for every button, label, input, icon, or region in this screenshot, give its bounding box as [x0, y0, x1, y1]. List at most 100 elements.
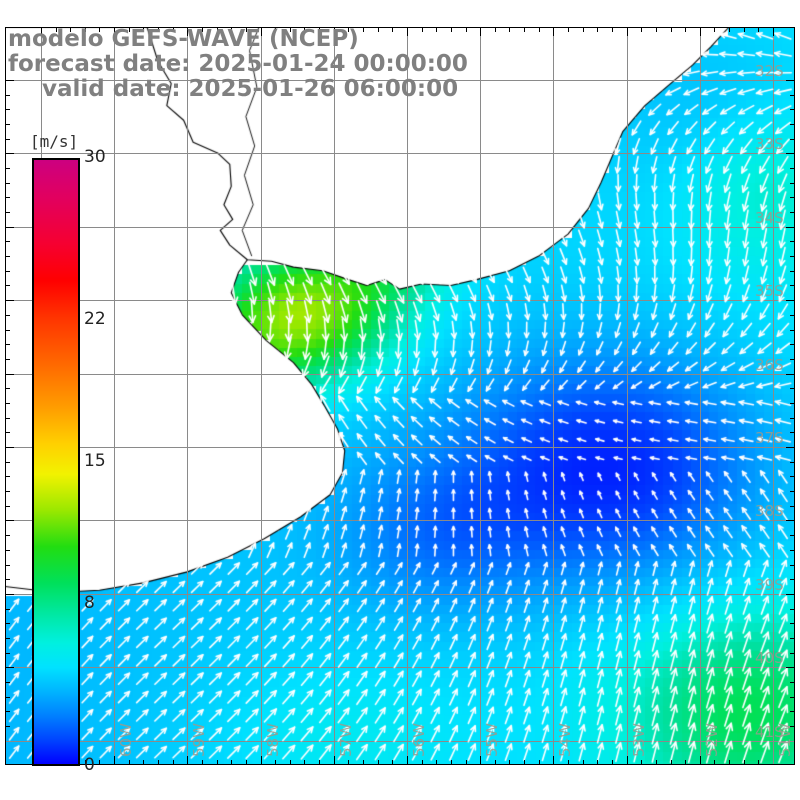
tick-mark: [790, 697, 795, 698]
lat-tick-label: 35S: [755, 282, 784, 300]
tick-mark: [202, 760, 203, 765]
tick-mark: [158, 760, 159, 765]
tick-mark: [729, 27, 730, 32]
title-line-valid-date: valid date: 2025-01-26 06:00:00: [42, 76, 459, 102]
tick-mark: [790, 550, 795, 551]
tick-mark: [790, 330, 795, 331]
tick-mark: [85, 27, 86, 32]
tick-mark: [583, 27, 584, 32]
tick-mark: [304, 760, 305, 765]
tick-mark: [129, 760, 130, 765]
tick-mark: [714, 27, 715, 32]
tick-mark: [5, 609, 10, 610]
tick-mark: [790, 403, 795, 404]
tick-mark: [5, 109, 10, 110]
tick-mark: [5, 506, 10, 507]
tick-mark: [790, 256, 795, 257]
tick-mark: [5, 682, 10, 683]
tick-mark: [85, 760, 86, 765]
tick-mark: [744, 760, 745, 765]
tick-mark: [5, 638, 10, 639]
tick-mark: [5, 535, 10, 536]
tick-mark: [41, 27, 42, 36]
colorbar-gradient: [32, 158, 80, 766]
tick-mark: [612, 27, 613, 32]
tick-mark: [790, 491, 795, 492]
tick-mark: [729, 760, 730, 765]
tick-mark: [319, 760, 320, 765]
tick-mark: [758, 760, 759, 765]
tick-mark: [612, 760, 613, 765]
tick-mark: [5, 565, 10, 566]
tick-mark: [5, 711, 10, 712]
tick-mark: [114, 27, 115, 36]
lon-tick-label: 57W: [337, 723, 355, 757]
tick-mark: [5, 594, 14, 595]
tick-mark: [790, 139, 795, 140]
tick-mark: [568, 27, 569, 32]
tick-mark: [348, 27, 349, 32]
tick-mark: [5, 520, 14, 521]
tick-mark: [790, 726, 795, 727]
tick-mark: [5, 403, 10, 404]
tick-mark: [275, 27, 276, 32]
tick-mark: [363, 27, 364, 32]
tick-mark: [202, 27, 203, 32]
tick-mark: [5, 80, 14, 81]
tick-mark: [786, 300, 795, 301]
tick-mark: [187, 756, 188, 765]
tick-mark: [641, 27, 642, 32]
colorbar-tick: 30: [84, 147, 106, 167]
tick-mark: [231, 760, 232, 765]
plot-area: 61W60W59W58W57W56W55W54W53W52W51W32S33S3…: [5, 27, 795, 765]
tick-mark: [5, 623, 10, 624]
tick-mark: [466, 27, 467, 32]
colorbar-tick: 15: [84, 451, 106, 471]
tick-mark: [378, 760, 379, 765]
tick-mark: [790, 241, 795, 242]
tick-mark: [378, 27, 379, 32]
tick-mark: [5, 271, 10, 272]
colorbar: [32, 158, 80, 766]
tick-mark: [5, 344, 10, 345]
tick-mark: [656, 760, 657, 765]
tick-mark: [5, 95, 10, 96]
tick-mark: [231, 27, 232, 32]
tick-mark: [758, 27, 759, 32]
tick-mark: [129, 27, 130, 32]
tick-mark: [5, 168, 10, 169]
tick-mark: [363, 760, 364, 765]
tick-mark: [786, 447, 795, 448]
tick-mark: [553, 756, 554, 765]
tick-mark: [790, 183, 795, 184]
lat-tick-label: 41S: [755, 723, 784, 741]
tick-mark: [790, 344, 795, 345]
tick-mark: [5, 330, 10, 331]
tick-mark: [173, 27, 174, 32]
tick-mark: [5, 697, 10, 698]
tick-mark: [217, 760, 218, 765]
lat-tick-label: 36S: [755, 356, 784, 374]
tick-mark: [451, 760, 452, 765]
tick-mark: [5, 667, 14, 668]
lat-tick-label: 37S: [755, 429, 784, 447]
tick-mark: [790, 315, 795, 316]
lon-tick-label: 59W: [190, 723, 208, 757]
tick-mark: [5, 462, 10, 463]
tick-mark: [5, 447, 14, 448]
tick-mark: [539, 760, 540, 765]
tick-mark: [217, 27, 218, 32]
tick-mark: [790, 109, 795, 110]
colorbar-tick: 8: [84, 592, 95, 613]
tick-mark: [790, 124, 795, 125]
tick-mark: [436, 27, 437, 32]
tick-mark: [304, 27, 305, 32]
tick-mark: [790, 609, 795, 610]
tick-mark: [392, 760, 393, 765]
tick-mark: [786, 374, 795, 375]
tick-mark: [790, 565, 795, 566]
tick-mark: [744, 27, 745, 32]
tick-mark: [173, 760, 174, 765]
tick-mark: [786, 153, 795, 154]
tick-mark: [790, 418, 795, 419]
